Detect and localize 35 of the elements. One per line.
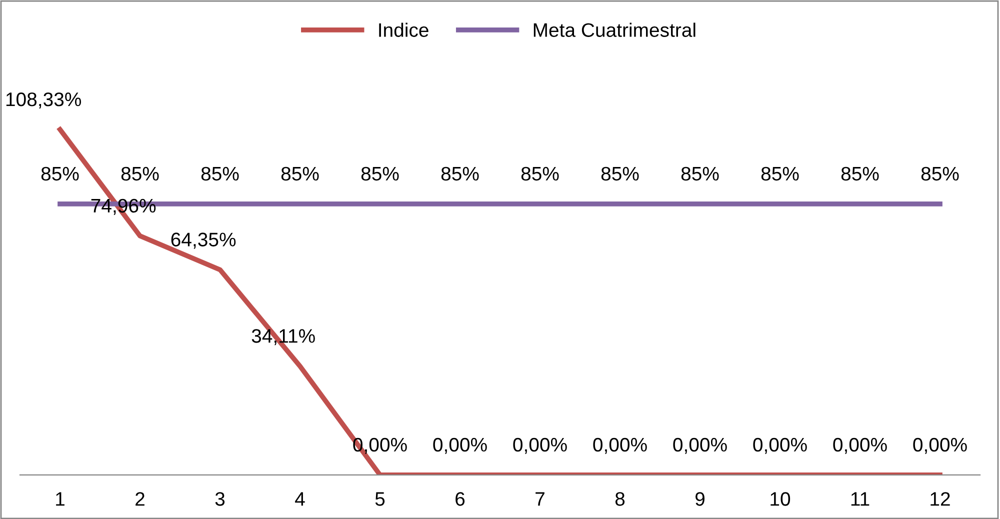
x-tick-label: 8	[615, 492, 625, 506]
data-label: 85%	[41, 166, 79, 181]
data-label: 108,33%	[6, 92, 82, 109]
x-tick-label: 12	[930, 492, 950, 506]
data-label: 0,00%	[593, 438, 647, 454]
data-label: 85%	[601, 166, 639, 181]
data-label: 0,00%	[513, 438, 567, 454]
data-label: 85%	[281, 166, 319, 181]
x-tick-label: 10	[770, 492, 790, 506]
data-label: 64,35%	[171, 232, 236, 249]
data-label: 0,00%	[753, 438, 807, 454]
data-label: 85%	[681, 166, 719, 181]
data-label: 85%	[361, 166, 399, 181]
data-label: 85%	[441, 166, 479, 181]
x-tick-label: 6	[456, 492, 465, 506]
x-tick-label: 3	[215, 492, 225, 506]
x-tick-label: 11	[851, 492, 870, 506]
x-tick-label: 2	[136, 492, 144, 506]
x-tick-label: 9	[696, 492, 704, 506]
x-tick-label: 7	[536, 492, 544, 506]
data-label: 0,00%	[913, 438, 967, 454]
data-label: 85%	[121, 166, 159, 181]
data-label: 85%	[761, 166, 799, 181]
data-label: 85%	[201, 166, 239, 181]
data-label: 85%	[521, 166, 559, 181]
data-label: 85%	[921, 166, 959, 181]
data-label: 85%	[841, 166, 879, 181]
x-tick-label: 1	[56, 492, 64, 506]
legend-label: Indice	[379, 22, 428, 37]
data-label: 0,00%	[833, 438, 887, 454]
data-label: 0,00%	[673, 438, 727, 454]
legend-label: Meta Cuatrimestral	[534, 22, 696, 37]
x-tick-label: 4	[295, 492, 305, 506]
data-label: 0,00%	[433, 438, 487, 454]
x-tick-label: 5	[375, 492, 385, 506]
